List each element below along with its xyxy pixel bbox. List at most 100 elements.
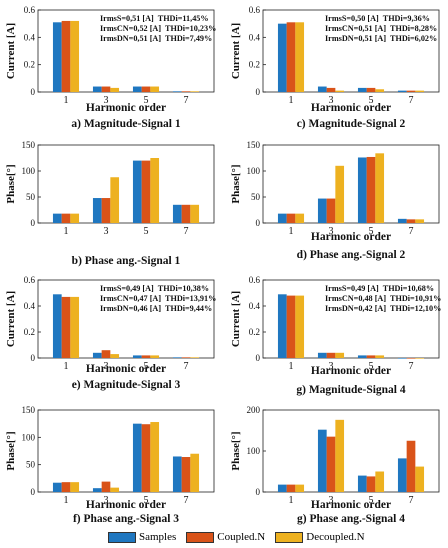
chart-2-bar-7-0 (397, 90, 407, 92)
chart-6-xtick-label-3: 7 (409, 361, 414, 372)
chart-8-ytick-label-0: 0 (256, 487, 261, 497)
chart-1-xtick-label-2: 5 (144, 95, 149, 106)
chart-5-annotation-1: IrmsCN=0,47 [A] THDi=13,91% (100, 294, 216, 303)
chart-7-title: f) Phase ang.-Signal 3 (73, 513, 179, 525)
chart-6-frame (262, 279, 440, 359)
chart-5-xtick-label-0: 1 (64, 361, 69, 372)
chart-6-ytick-label-2: 0.4 (249, 301, 261, 311)
chart-5-bar-5-2 (150, 355, 160, 358)
chart-7-bar-5-2 (150, 422, 160, 492)
chart-8-title: g) Phase ang.-Signal 4 (297, 513, 405, 525)
chart-4-bar-1-2 (295, 213, 305, 223)
chart-5-bar-5-1 (141, 355, 151, 358)
chart-6-annotation-0: IrmsS=0,49 [A] THDi=10,68% (325, 284, 434, 293)
chart-5-bar-1-2 (70, 296, 80, 358)
chart-8-bar-7-0 (397, 458, 407, 492)
chart-2-frame (262, 9, 440, 93)
chart-5-ytick-label-3: 0.6 (24, 275, 36, 285)
legend-label-decoupled: Decoupled.N (306, 531, 365, 543)
chart-7-bar-5-1 (141, 424, 151, 492)
chart-8-xlabel: Harmonic order (311, 499, 391, 511)
chart-1-bar-3-2 (110, 87, 120, 92)
chart-5-annotation-2: IrmsDN=0,46 [A] THDi=9,44% (100, 304, 212, 313)
chart-3-xtick-label-2: 5 (144, 226, 149, 237)
chart-6-bar-5-1 (366, 355, 376, 358)
chart-2-bar-5-1 (366, 87, 376, 92)
chart-1-bar-5-0 (132, 86, 142, 92)
chart-4-bar-5-2 (375, 153, 385, 223)
chart-6-ytick-label-0: 0 (256, 353, 261, 363)
chart-1-bar-7-0 (172, 91, 182, 92)
chart-5-ylabel: Current [A] (5, 291, 17, 347)
chart-7-bar-1-0 (52, 482, 62, 492)
chart-4-frame (262, 144, 440, 224)
chart-5-ytick-label-0: 0 (31, 353, 36, 363)
chart-7-xtick-label-3: 7 (184, 495, 189, 506)
chart-1-annotation-1: IrmsCN=0,52 [A] THDi=10,23% (100, 24, 216, 33)
chart-5-bar-5-0 (132, 355, 142, 358)
chart-1-annotation-2: IrmsDN=0,51 [A] THDi=7,49% (100, 34, 212, 43)
chart-3-title: b) Phase ang.-Signal 1 (72, 255, 181, 267)
legend-label-samples: Samples (139, 531, 177, 543)
chart-7-ytick-label-0: 0 (31, 487, 36, 497)
chart-1-bar-5-2 (150, 86, 160, 92)
chart-2-xtick-label-1: 3 (329, 95, 334, 106)
legend-label-coupled: Coupled.N (217, 531, 266, 543)
chart-7-ytick-label-3: 150 (22, 405, 36, 415)
chart-5-bar-7-1 (181, 357, 191, 358)
chart-5-xtick-label-3: 7 (184, 361, 189, 372)
chart-8-bar-3-0 (317, 429, 327, 492)
chart-4-ytick-label-1: 50 (251, 192, 261, 202)
chart-6-xtick-label-2: 5 (369, 361, 374, 372)
chart-2-bar-3-1 (326, 87, 336, 92)
chart-4-xtick-label-1: 3 (329, 226, 334, 237)
chart-2-bar-3-0 (317, 86, 327, 92)
chart-2-bar-7-1 (406, 90, 416, 92)
chart-2-bar-1-0 (277, 23, 287, 93)
chart-7-xtick-label-0: 1 (64, 495, 69, 506)
chart-4-bar-7-0 (397, 218, 407, 223)
chart-6-annotation-1: IrmsCN=0,48 [A] THDi=10,91% (325, 294, 441, 303)
chart-7-bar-5-0 (132, 423, 142, 492)
chart-7-bar-7-0 (172, 456, 182, 492)
chart-6-bar-7-0 (397, 358, 407, 359)
chart-8-ytick-label-1: 100 (247, 446, 261, 456)
chart-6-annotation-2: IrmsDN=0,42 [A] THDi=12,10% (325, 304, 441, 313)
chart-6-xtick-label-0: 1 (289, 361, 294, 372)
chart-8-xtick-label-3: 7 (409, 495, 414, 506)
chart-4-xtick-label-2: 5 (369, 226, 374, 237)
chart-5-bar-7-0 (172, 357, 182, 358)
chart-6-bar-3-1 (326, 352, 336, 358)
chart-3-bar-5-2 (150, 158, 160, 223)
chart-3-ylabel: Phase[°] (5, 164, 17, 203)
chart-4-bar-3-1 (326, 198, 336, 223)
chart-3-bar-5-0 (132, 160, 142, 223)
chart-1-bar-7-1 (181, 91, 191, 92)
chart-3-xtick-label-0: 1 (64, 226, 69, 237)
chart-5-ytick-label-2: 0.4 (24, 301, 36, 311)
chart-8-bar-5-2 (375, 471, 385, 492)
chart-1-bar-1-2 (70, 20, 80, 92)
chart-5-xlabel: Harmonic order (86, 363, 166, 375)
chart-7-bar-3-0 (92, 488, 102, 492)
chart-6-bar-7-2 (415, 358, 425, 359)
chart-4-bar-5-1 (366, 156, 376, 223)
chart-6-bar-5-0 (357, 355, 367, 358)
chart-1-ylabel: Current [A] (5, 23, 17, 79)
chart-1-ytick-label-2: 0.4 (24, 32, 36, 42)
chart-5-bar-3-0 (92, 352, 102, 358)
chart-3-xtick-label-3: 7 (184, 226, 189, 237)
chart-3-xtick-label-1: 3 (104, 226, 109, 237)
legend-swatch-samples (108, 531, 136, 543)
chart-1-xlabel: Harmonic order (86, 102, 166, 114)
chart-7-xtick-label-2: 5 (144, 495, 149, 506)
chart-4-ylabel: Phase[°] (230, 164, 242, 203)
chart-3-frame (37, 144, 215, 224)
legend: Samples Coupled.N Decoupled.N (108, 528, 408, 546)
chart-5-ytick-label-1: 0.2 (24, 327, 35, 337)
legend-swatch-decoupled (275, 531, 304, 543)
chart-7-bar-3-2 (110, 487, 120, 492)
chart-1-bar-3-0 (92, 86, 102, 92)
chart-2-bar-5-2 (375, 89, 385, 92)
